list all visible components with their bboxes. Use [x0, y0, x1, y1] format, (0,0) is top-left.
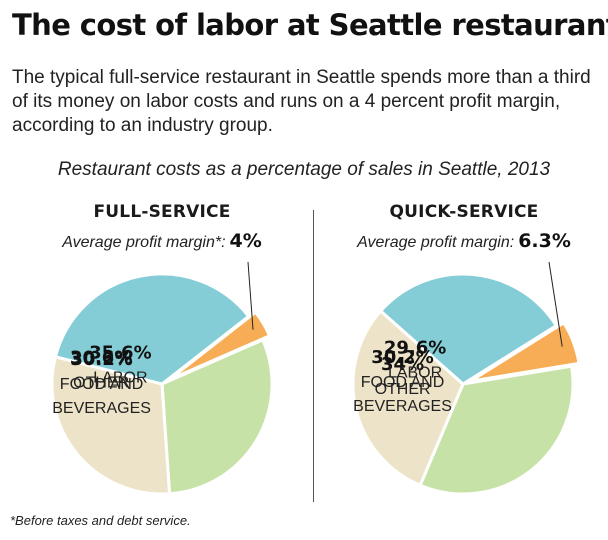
pie-slice-labor — [378, 272, 559, 386]
panel-divider — [313, 210, 314, 502]
quick-service-margin-value: 6.3% — [518, 230, 571, 252]
slice-value-label-labor: 29.6% — [384, 338, 446, 359]
slice-name-label-labor: LABOR — [93, 370, 147, 387]
slice-name-label-labor: LABOR — [388, 365, 442, 382]
slice-name-label-other: OTHER — [375, 381, 431, 398]
chart-subtitle: Restaurant costs as a percentage of sale… — [57, 159, 551, 180]
footnote: *Before taxes and debt service. — [10, 513, 191, 528]
slice-value-label-food: 30.2% — [70, 349, 132, 370]
pie-slice-labor — [53, 272, 251, 386]
pie-slice-profit — [167, 310, 272, 382]
quick-service-margin-label: Average profit margin: — [357, 234, 515, 251]
pie-slice-food — [351, 308, 465, 488]
slice-value-label-other: 30.6% — [70, 347, 132, 368]
slice-value-label-other: 34% — [381, 354, 424, 375]
quick-service-title: QUICK-SERVICE — [389, 202, 539, 222]
slice-name-label-food: BEVERAGES — [52, 400, 151, 417]
intro-text: The typical full-service restaurant in S… — [12, 67, 591, 136]
full-service-title: FULL-SERVICE — [93, 202, 231, 222]
slice-name-label-food: FOOD AND — [60, 376, 144, 393]
chart-title: The cost of labor at Seattle restaurants — [12, 8, 608, 42]
profit-leader-line — [247, 261, 254, 330]
full-service-margin: Average profit margin*: 4% — [12, 230, 312, 252]
slice-value-label-labor: 35.6% — [89, 343, 151, 364]
slice-name-label-other: OTHER — [73, 374, 129, 391]
pie-slice-food — [50, 354, 172, 496]
profit-leader-line — [548, 261, 563, 347]
slice-value-label-food: 30.2% — [371, 347, 433, 368]
pie-slice-profit — [469, 320, 581, 383]
full-service-margin-value: 4% — [229, 230, 262, 252]
pie-slice-other — [160, 337, 274, 496]
slice-name-label-food: FOOD AND — [361, 374, 445, 391]
slice-name-label-food: BEVERAGES — [353, 398, 452, 415]
quick-service-margin: Average profit margin: 6.3% — [314, 230, 608, 252]
full-service-margin-label: Average profit margin*: — [62, 234, 226, 251]
